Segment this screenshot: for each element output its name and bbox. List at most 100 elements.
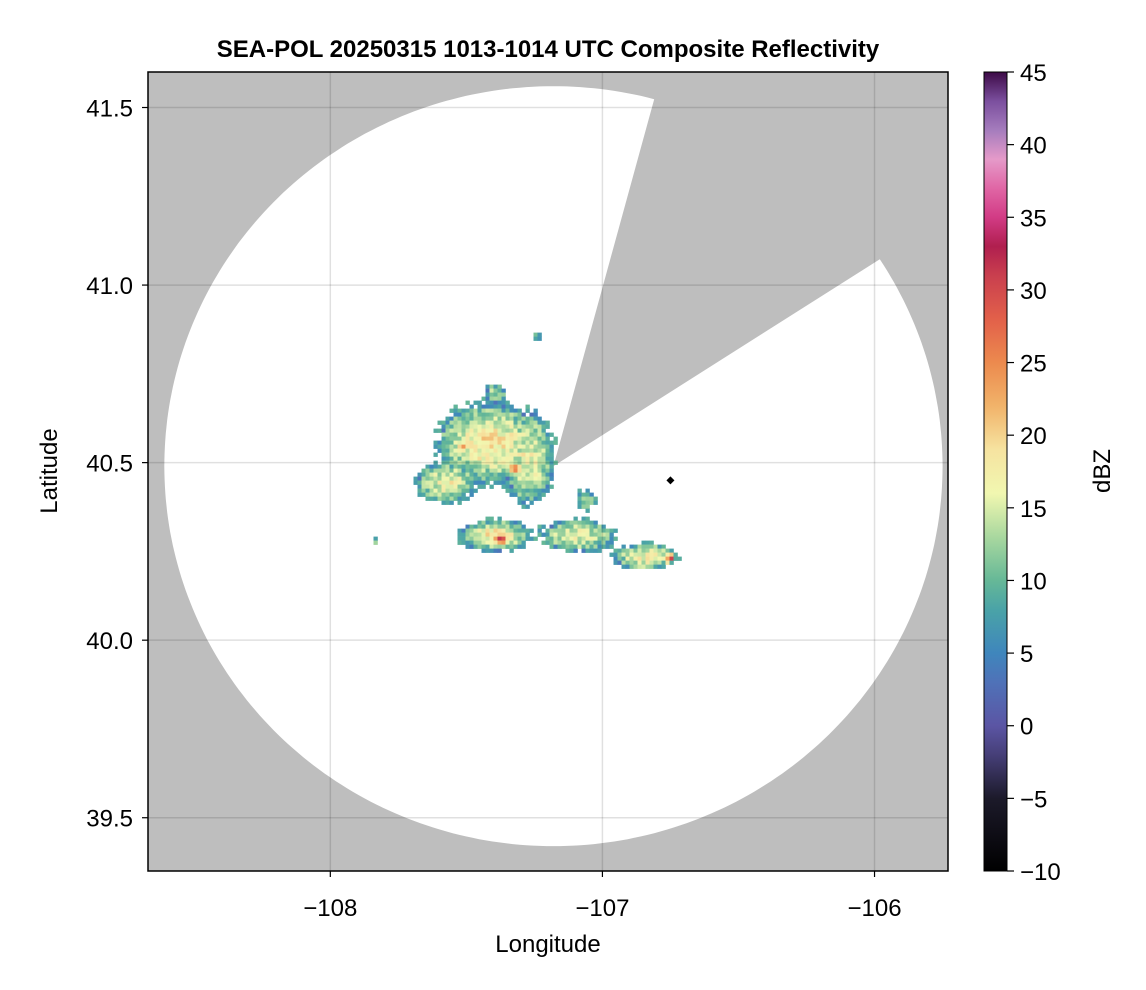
reflectivity-cell (557, 532, 562, 537)
reflectivity-cell (469, 404, 474, 409)
reflectivity-cell (521, 444, 526, 449)
reflectivity-cell (429, 492, 434, 497)
reflectivity-cell (441, 456, 446, 461)
reflectivity-cell (465, 532, 470, 537)
reflectivity-cell (485, 392, 490, 397)
reflectivity-cell (497, 456, 502, 461)
reflectivity-cell (485, 436, 490, 441)
reflectivity-cell (445, 456, 450, 461)
reflectivity-cell (525, 528, 530, 533)
reflectivity-cell (453, 412, 458, 417)
reflectivity-cell (493, 520, 498, 525)
reflectivity-cell (449, 440, 454, 445)
reflectivity-cell (453, 484, 458, 489)
reflectivity-cell (641, 556, 646, 561)
reflectivity-cell (485, 424, 490, 429)
reflectivity-cell (665, 552, 670, 557)
reflectivity-cell (509, 404, 514, 409)
reflectivity-cell (545, 484, 550, 489)
x-tick-label: −107 (575, 895, 629, 922)
reflectivity-cell (493, 408, 498, 413)
y-tick-label: 40.5 (86, 451, 133, 478)
reflectivity-cell (489, 528, 494, 533)
reflectivity-cell (501, 420, 506, 425)
reflectivity-cell (501, 388, 506, 393)
reflectivity-echoes (373, 332, 682, 569)
reflectivity-cell (437, 420, 442, 425)
reflectivity-cell (449, 488, 454, 493)
reflectivity-cell (465, 496, 470, 501)
reflectivity-cell (429, 476, 434, 481)
reflectivity-cell (565, 540, 570, 545)
reflectivity-cell (421, 492, 426, 497)
reflectivity-cell (373, 540, 378, 545)
reflectivity-cell (537, 436, 542, 441)
reflectivity-cell (489, 516, 494, 521)
reflectivity-cell (521, 500, 526, 505)
reflectivity-cell (617, 552, 622, 557)
reflectivity-cell (521, 424, 526, 429)
reflectivity-cell (445, 464, 450, 469)
reflectivity-cell (517, 488, 522, 493)
reflectivity-cell (537, 444, 542, 449)
reflectivity-cell (593, 532, 598, 537)
reflectivity-cell (657, 556, 662, 561)
reflectivity-cell (585, 524, 590, 529)
reflectivity-cell (497, 548, 502, 553)
reflectivity-cell (453, 452, 458, 457)
reflectivity-cell (561, 524, 566, 529)
reflectivity-cell (505, 536, 510, 541)
reflectivity-cell (525, 484, 530, 489)
reflectivity-cell (465, 428, 470, 433)
reflectivity-cell (513, 420, 518, 425)
reflectivity-cell (505, 464, 510, 469)
reflectivity-cell (577, 532, 582, 537)
reflectivity-cell (625, 552, 630, 557)
reflectivity-cell (493, 468, 498, 473)
reflectivity-cell (485, 412, 490, 417)
reflectivity-cell (493, 476, 498, 481)
reflectivity-cell (465, 524, 470, 529)
reflectivity-cell (537, 420, 542, 425)
reflectivity-cell (577, 504, 582, 509)
reflectivity-cell (473, 432, 478, 437)
reflectivity-cell (669, 560, 674, 565)
reflectivity-cell (605, 540, 610, 545)
reflectivity-cell (537, 480, 542, 485)
reflectivity-cell (541, 480, 546, 485)
reflectivity-cell (465, 472, 470, 477)
reflectivity-cell (445, 460, 450, 465)
reflectivity-cell (473, 456, 478, 461)
reflectivity-cell (633, 552, 638, 557)
reflectivity-cell (509, 492, 514, 497)
reflectivity-cell (649, 564, 654, 569)
reflectivity-cell (533, 412, 538, 417)
reflectivity-cell (505, 432, 510, 437)
reflectivity-cell (561, 520, 566, 525)
reflectivity-cell (517, 484, 522, 489)
reflectivity-cell (577, 536, 582, 541)
reflectivity-cell (485, 396, 490, 401)
reflectivity-cell (541, 488, 546, 493)
reflectivity-cell (573, 540, 578, 545)
reflectivity-cell (577, 492, 582, 497)
reflectivity-cell (457, 500, 462, 505)
reflectivity-cell (469, 448, 474, 453)
reflectivity-cell (437, 440, 442, 445)
reflectivity-cell (469, 540, 474, 545)
reflectivity-cell (569, 528, 574, 533)
reflectivity-cell (521, 456, 526, 461)
reflectivity-cell (453, 488, 458, 493)
reflectivity-cell (449, 484, 454, 489)
reflectivity-cell (437, 484, 442, 489)
reflectivity-cell (445, 432, 450, 437)
reflectivity-cell (529, 436, 534, 441)
reflectivity-cell (501, 536, 506, 541)
reflectivity-cell (477, 484, 482, 489)
reflectivity-cell (593, 536, 598, 541)
colorbar-gradient (983, 71, 1008, 872)
reflectivity-cell (477, 424, 482, 429)
reflectivity-cell (541, 424, 546, 429)
reflectivity-cell (641, 540, 646, 545)
reflectivity-cell (489, 420, 494, 425)
